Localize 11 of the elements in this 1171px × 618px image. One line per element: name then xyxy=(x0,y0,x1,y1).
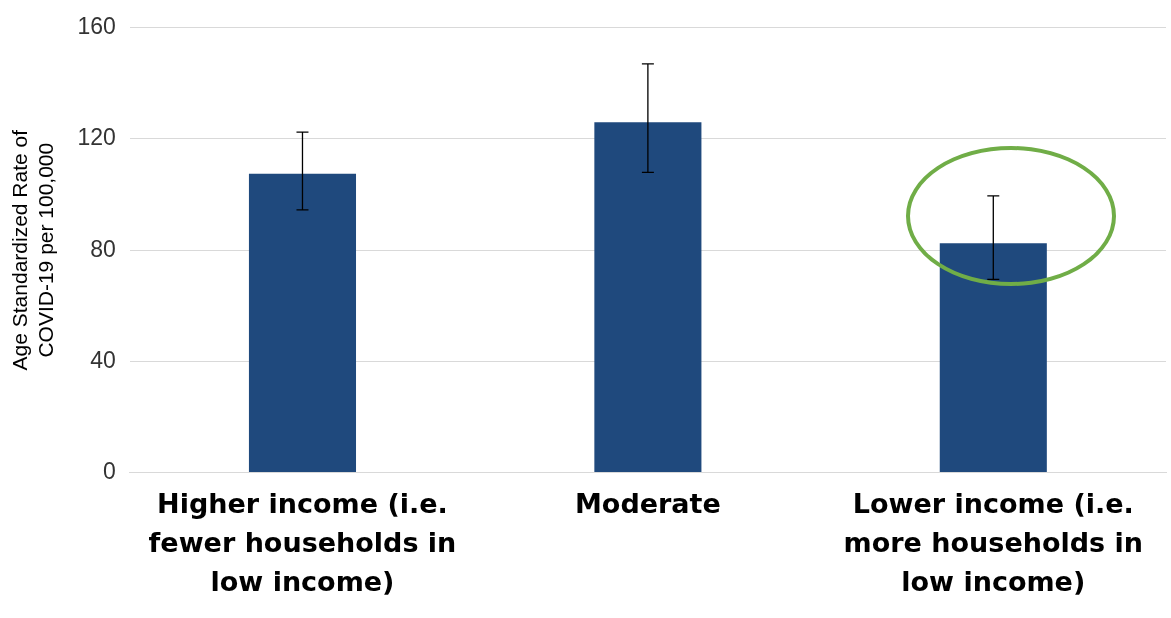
x-tick-label: Moderate xyxy=(574,488,721,520)
y-tick-label: 120 xyxy=(77,124,116,151)
bar xyxy=(594,122,702,473)
y-tick-label: 0 xyxy=(102,457,116,484)
y-tick-label: 40 xyxy=(90,346,116,373)
x-tick-label: Lower income (i.e. more households in low income) xyxy=(843,488,1143,598)
y-tick-label: 160 xyxy=(77,13,116,40)
y-axis-title: Age Standardized Rate of COVID-19 per 100,000 xyxy=(8,129,57,371)
x-tick-label: Higher income (i.e. fewer households in low income) xyxy=(148,488,457,598)
y-tick-label: 80 xyxy=(90,235,116,262)
bar xyxy=(248,173,357,473)
